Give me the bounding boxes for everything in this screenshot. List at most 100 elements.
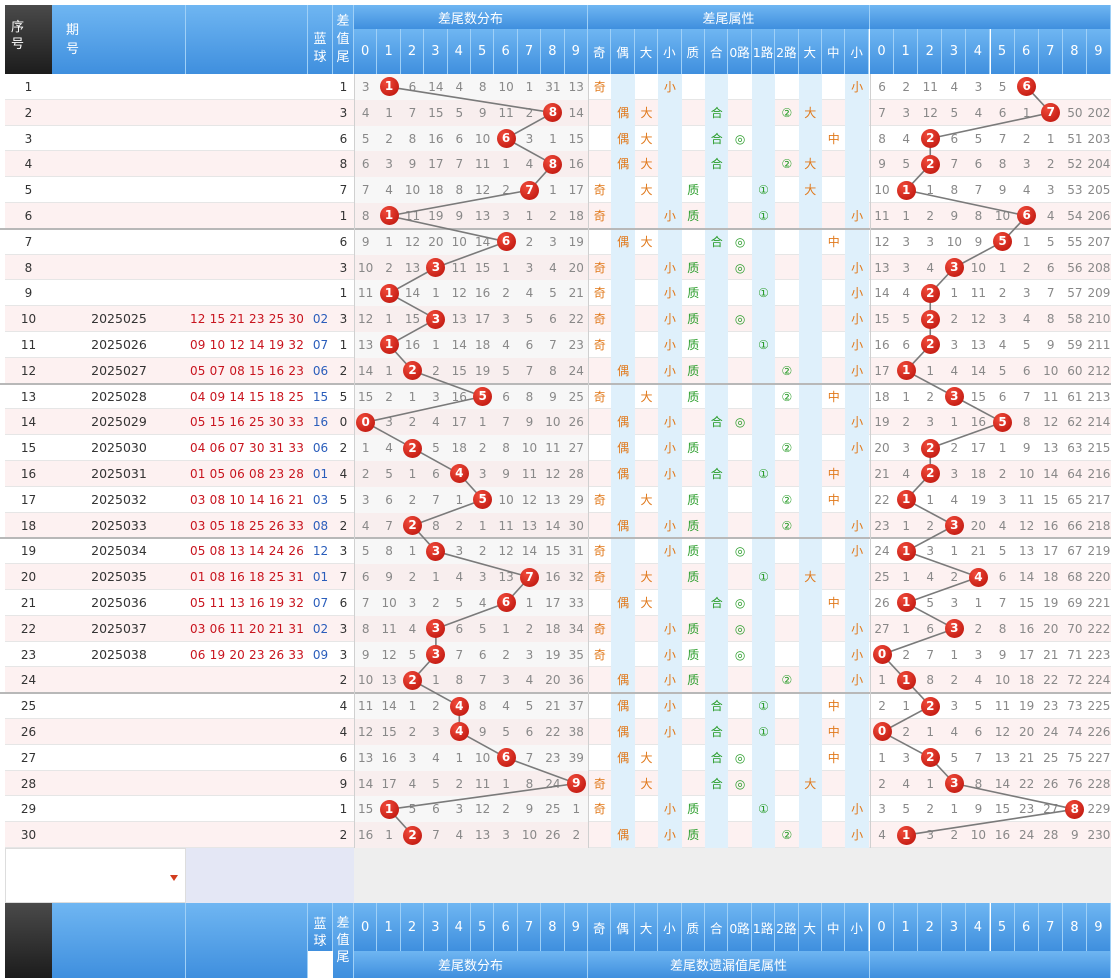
dist-cell: 4 (525, 286, 534, 301)
dist-band (354, 667, 588, 694)
dist-cell: 1 (385, 105, 393, 120)
attr-cell: 质 (687, 828, 700, 843)
attr-stripe (751, 357, 776, 384)
right-cell: 63 (1067, 441, 1083, 456)
right-cell: 218 (1087, 518, 1111, 533)
right-cell: 18 (970, 467, 987, 481)
dist-cell: 16 (358, 828, 374, 843)
dropdown-arrow-icon[interactable] (170, 875, 178, 881)
dist-cell: 2 (408, 492, 417, 507)
row-period[interactable]: 2025037 (91, 620, 147, 636)
dist-cell: 7 (525, 363, 534, 378)
dist-cell: 27 (568, 441, 584, 456)
attr-stripe (751, 719, 776, 745)
dist-cell: 13 (475, 828, 491, 843)
row-period[interactable]: 2025031 (91, 466, 147, 481)
right-cell: 1 (878, 673, 886, 688)
dist-cell: 16 (545, 570, 561, 585)
header-period[interactable]: 期 号 (52, 5, 186, 74)
right-cell: 229 (1087, 802, 1111, 817)
row-blue: 06 (312, 363, 329, 378)
dist-cell: 7 (478, 673, 487, 688)
attr-cell: 质 (687, 621, 700, 636)
dist-cell: 8 (432, 518, 440, 533)
attr-stripe (751, 667, 776, 694)
attr-cell: 大 (640, 234, 653, 249)
attr-cell: 小 (851, 647, 864, 662)
row-period[interactable]: 2025032 (91, 491, 147, 507)
row-period[interactable]: 2025033 (91, 517, 147, 533)
right-cell: 223 (1087, 647, 1111, 662)
filter-input[interactable] (5, 848, 186, 903)
right-cell: 213 (1087, 389, 1111, 404)
right-cell: 3 (950, 596, 959, 610)
attr-cell: 质 (687, 312, 700, 327)
attr-stripe (798, 254, 822, 281)
right-cell: 5 (902, 157, 910, 172)
row-blue: 02 (312, 312, 329, 327)
dist-cell: 2 (502, 286, 510, 301)
vline (354, 74, 355, 848)
row-period[interactable]: 2025025 (91, 311, 147, 327)
filter-select[interactable] (186, 848, 354, 903)
right-cell: 10 (994, 209, 1011, 223)
row-period[interactable]: 2025035 (91, 569, 147, 585)
right-cell: 1 (926, 492, 935, 507)
row-period[interactable]: 2025038 (91, 646, 147, 662)
attr-stripe (751, 435, 776, 461)
right-cell: 8 (974, 776, 983, 791)
attr-cell: ① (758, 183, 769, 198)
dist-cell: 17 (381, 776, 397, 791)
row-period[interactable]: 2025034 (91, 543, 147, 559)
dist-cell: 6 (455, 621, 464, 636)
right-cell: 224 (1087, 673, 1111, 688)
dist-cell: 17 (428, 157, 444, 172)
header-dist-digit: 9 (564, 29, 588, 74)
attr-cell: ② (781, 105, 793, 120)
attr-stripe (658, 125, 682, 152)
attr-stripe (658, 74, 682, 100)
attr-cell: 小 (663, 621, 676, 636)
right-cell: 4 (1022, 183, 1031, 198)
row-blue: 16 (312, 415, 329, 430)
dist-cell: 13 (475, 209, 491, 223)
dist-cell: 12 (404, 234, 421, 249)
dist-cell: 8 (408, 131, 417, 146)
dist-cell: 29 (568, 492, 584, 507)
dist-cell: 1 (385, 234, 393, 249)
attr-cell: 小 (851, 260, 864, 275)
dist-cell: 5 (361, 131, 370, 146)
row-seq: 16 (20, 467, 37, 481)
attr-stripe (845, 486, 869, 513)
header-attr: 小 (658, 29, 682, 74)
dist-cell: 11 (358, 699, 374, 714)
dist-cell: 36 (568, 673, 584, 688)
right-cell: 19 (1019, 699, 1035, 714)
right-cell: 222 (1087, 621, 1111, 636)
right-cell: 2 (926, 209, 935, 223)
row-period[interactable]: 2025030 (91, 440, 147, 456)
dist-cell: 10 (521, 441, 538, 456)
dist-cell: 20 (428, 234, 444, 249)
dist-cell: 5 (455, 596, 464, 610)
attr-cell: 偶 (617, 699, 630, 714)
row-period[interactable]: 2025036 (91, 595, 147, 610)
dist-cell: 22 (545, 725, 561, 739)
row-period[interactable]: 2025028 (91, 388, 147, 404)
row-period[interactable]: 2025029 (91, 414, 147, 430)
row-period[interactable]: 2025026 (91, 337, 147, 352)
attr-stripe (845, 719, 869, 745)
right-cell: 6 (974, 157, 983, 172)
attr-stripe (611, 538, 635, 565)
attr-cell: 奇 (593, 802, 606, 817)
row-seq: 11 (20, 338, 37, 352)
attr-cell: ② (781, 363, 793, 378)
dist-cell: 5 (502, 363, 510, 378)
dist-cell: 17 (568, 183, 584, 198)
right-cell: 14 (874, 286, 890, 301)
attr-stripe (611, 461, 635, 487)
row-period[interactable]: 2025027 (91, 362, 147, 378)
right-cell: 21 (1019, 750, 1035, 765)
right-cell: 7 (950, 157, 959, 172)
